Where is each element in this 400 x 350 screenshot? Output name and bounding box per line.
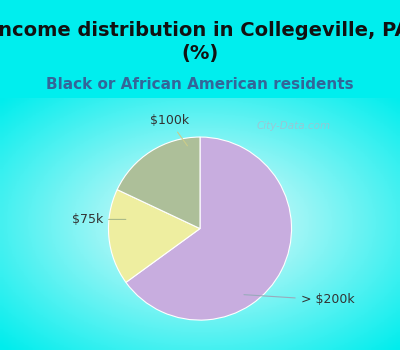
Text: > $200k: > $200k xyxy=(244,294,354,307)
Wedge shape xyxy=(117,137,200,229)
Text: Income distribution in Collegeville, PA
(%): Income distribution in Collegeville, PA … xyxy=(0,21,400,63)
Text: City-Data.com: City-Data.com xyxy=(257,120,331,131)
Wedge shape xyxy=(108,190,200,282)
Text: $100k: $100k xyxy=(150,114,189,146)
Text: Black or African American residents: Black or African American residents xyxy=(46,77,354,92)
Text: $75k: $75k xyxy=(72,213,126,226)
Wedge shape xyxy=(126,137,292,320)
